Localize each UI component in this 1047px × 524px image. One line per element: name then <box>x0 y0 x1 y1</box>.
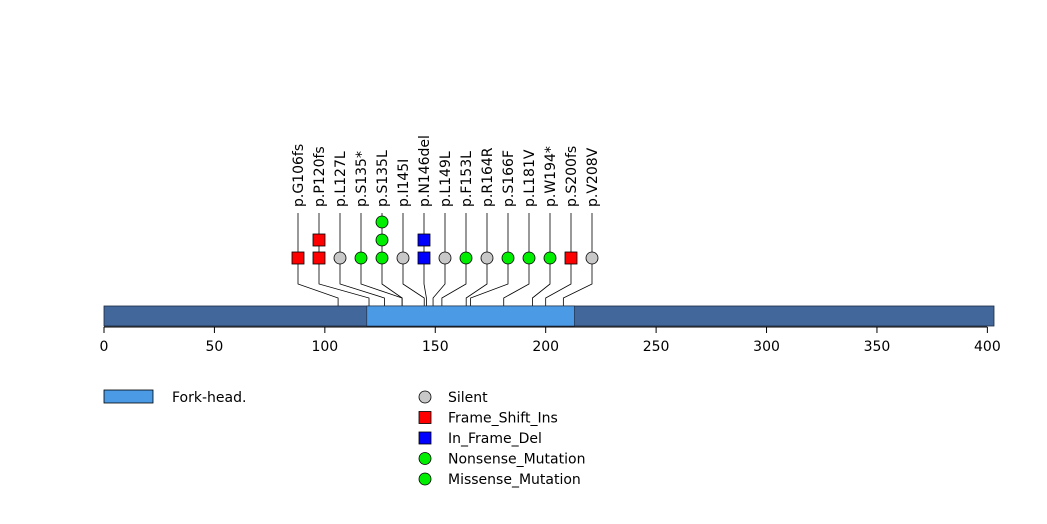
x-tick-label: 350 <box>864 339 891 355</box>
mutation-marker-circle <box>375 233 389 247</box>
legend-label: Nonsense_Mutation <box>448 452 585 468</box>
mutation-label: p.V208V <box>585 147 601 207</box>
mutation-label: p.L127L <box>333 151 349 207</box>
legend-label: Frame_Shift_Ins <box>448 411 558 427</box>
mutation-marker-square <box>291 251 305 265</box>
mutation-label: p.S135L <box>375 150 391 207</box>
mutation-marker-circle <box>333 251 347 265</box>
x-tick-label: 0 <box>100 339 109 355</box>
legend-label: In_Frame_Del <box>448 431 542 447</box>
mutation-label: p.W194* <box>543 146 559 207</box>
mutation-marker-circle <box>396 251 410 265</box>
mutation-marker-circle <box>459 251 473 265</box>
x-axis: 0 50 100 150 200 250 300 350 400 <box>100 326 1001 355</box>
legend-circle-symbol <box>418 390 432 404</box>
x-tick-label: 150 <box>422 339 449 355</box>
mutation-label: p.S135* <box>354 151 370 207</box>
mutation-marker-circle <box>354 251 368 265</box>
mutation-marker-circle <box>438 251 452 265</box>
legend-label: Missense_Mutation <box>448 472 581 488</box>
x-tick-label: 400 <box>974 339 1001 355</box>
legend-circle-symbol <box>418 452 432 465</box>
mutation-marker-circle <box>543 251 557 265</box>
mutation-label: p.S166F <box>501 150 517 207</box>
mutation-marker-circle <box>480 251 494 265</box>
x-tick-label: 50 <box>206 339 224 355</box>
mutation-marker-circle <box>375 251 389 265</box>
mutation-marker-circle <box>501 251 515 265</box>
legend-domain-label: Fork-head. <box>172 390 246 406</box>
legend-square-symbol <box>418 411 432 424</box>
legend: Fork-head. Silent Frame_Shift_Ins In_Frame_… <box>103 389 585 488</box>
mutation-label: p.R164R <box>480 147 496 207</box>
mutation-label: p.L181V <box>522 149 538 207</box>
mutation-marker-square <box>417 233 431 247</box>
mutation-label: p.G106fs <box>291 144 307 207</box>
mutation-marker-circle <box>522 251 536 265</box>
mutation-marker-circle <box>585 251 599 265</box>
mutation-marker-square <box>312 251 326 265</box>
legend-circle-symbol <box>418 472 432 486</box>
mutation-label: p.P120fs <box>312 146 328 207</box>
protein-backbone-group <box>103 305 995 327</box>
mutation-label: p.S200fs <box>564 146 580 207</box>
x-tick-label: 250 <box>643 339 670 355</box>
mutation-marker-square <box>564 251 578 265</box>
x-tick-label: 100 <box>311 339 338 355</box>
mutation-marker-circle <box>375 215 389 229</box>
x-tick-label: 200 <box>532 339 559 355</box>
domain-0 <box>366 305 575 327</box>
x-tick-label: 300 <box>753 339 780 355</box>
mutation-label: p.I145I <box>396 159 412 207</box>
mutations-group: p.G106fs p.P120fs p.L127L p.S135* p.S135L p.I… <box>291 135 601 265</box>
mutation-label: p.L149L <box>438 151 454 207</box>
legend-domain-swatch <box>103 389 154 404</box>
mutation-marker-square <box>417 251 431 265</box>
mutation-label: p.F153L <box>459 151 475 207</box>
mutation-label: p.N146del <box>417 135 433 207</box>
legend-square-symbol <box>418 431 432 445</box>
legend-label: Silent <box>448 390 488 406</box>
mutation-marker-square <box>312 233 326 247</box>
